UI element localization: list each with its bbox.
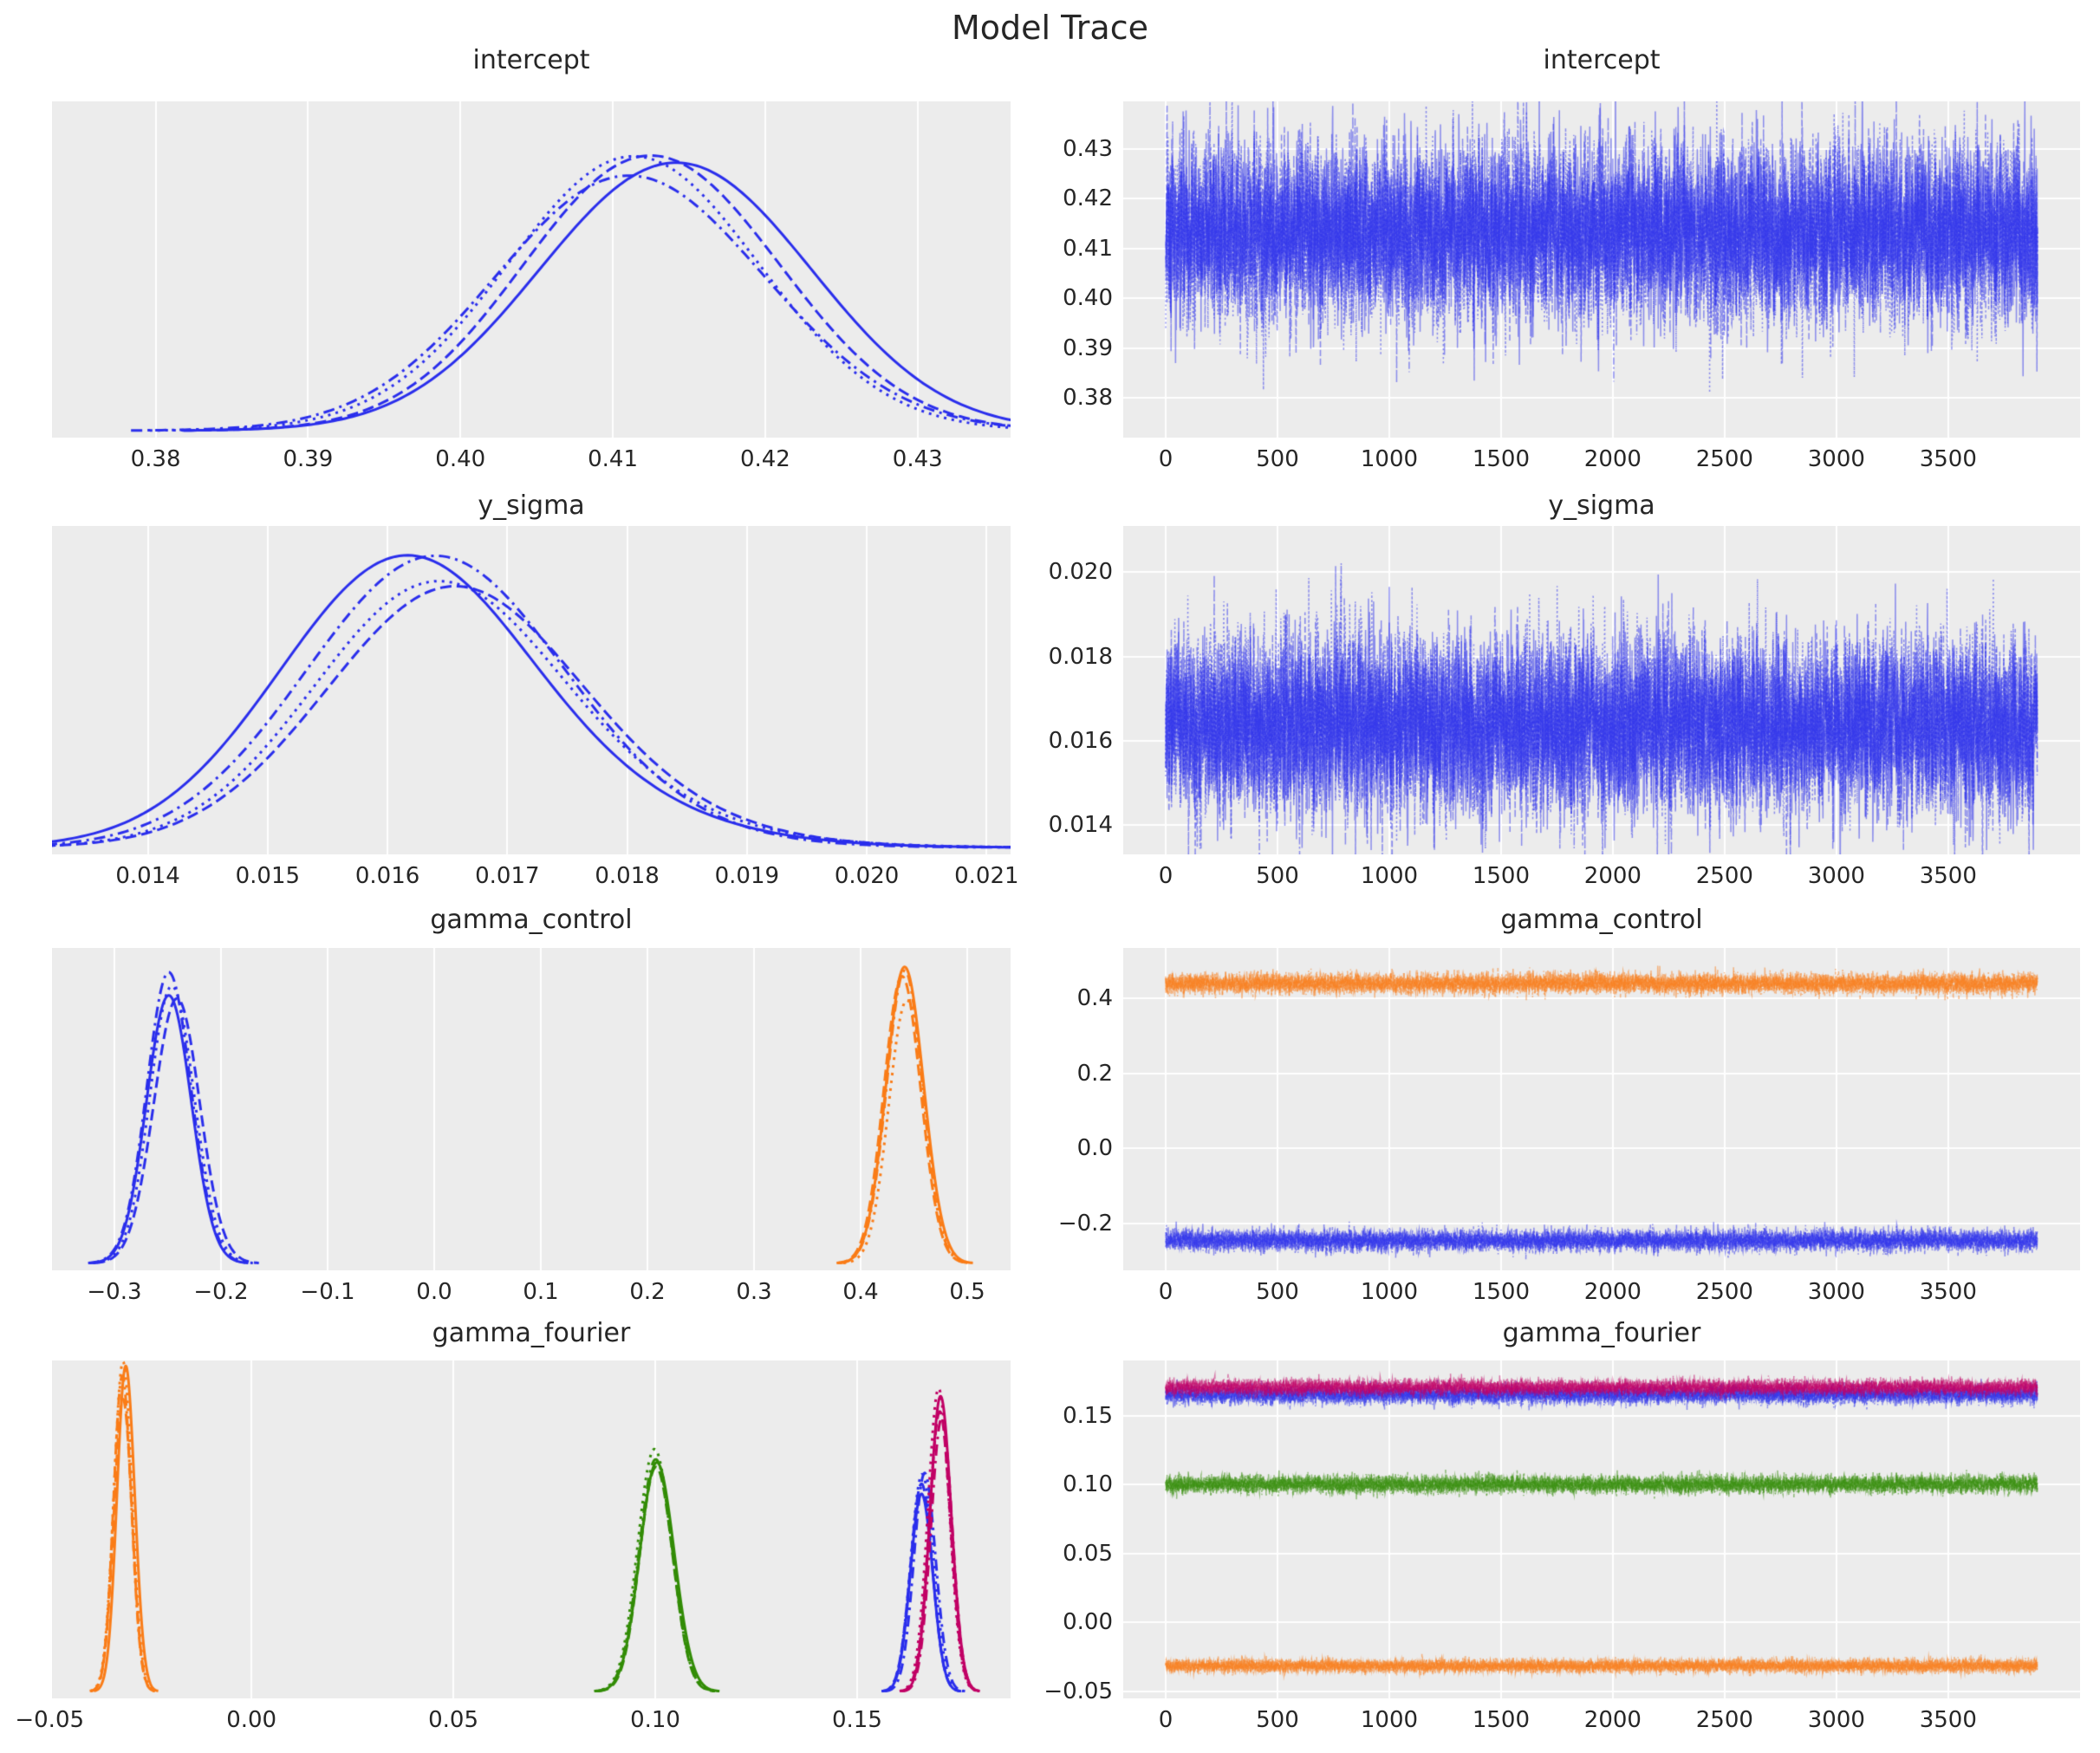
x-tick-label: 2000 [1583,863,1642,889]
kde-canvas-gamma_control-kde [52,948,1011,1270]
y-tick-label: 0.018 [1048,643,1113,670]
x-tick-label: 2000 [1583,1279,1642,1305]
x-tick-label: 3000 [1807,1707,1865,1733]
x-tick-label: 500 [1256,1279,1299,1305]
x-tick-label: 1500 [1472,1279,1530,1305]
x-tick-label: 0.1 [523,1279,559,1305]
x-tick-label: 0.38 [130,446,181,472]
x-tick-label: 500 [1256,1707,1299,1733]
subplot-title-y_sigma-trace: y_sigma [1548,490,1655,521]
trace-canvas-gamma_control-trace [1123,948,2080,1270]
subplot-title-intercept-trace: intercept [1543,45,1661,75]
x-tick-label: 500 [1256,446,1299,472]
x-tick-label: −0.05 [15,1707,85,1733]
x-tick-label: 0.015 [235,863,301,889]
kde-canvas-intercept-kde [52,101,1011,438]
x-tick-label: 2500 [1695,1279,1753,1305]
x-tick-label: 0.021 [954,863,1019,889]
x-tick-label: 3000 [1807,446,1865,472]
x-tick-label: 3500 [1919,1279,1977,1305]
trace-canvas-y_sigma-trace [1123,526,2080,854]
trace-canvas-gamma_fourier-trace [1123,1360,2080,1698]
subplot-title-y_sigma-kde: y_sigma [478,490,585,521]
subplot-title-intercept-kde: intercept [472,45,590,75]
x-tick-label: −0.2 [193,1279,249,1305]
x-tick-label: 2500 [1695,446,1753,472]
x-tick-label: 0.39 [283,446,334,472]
y-tick-label: 0.020 [1048,559,1113,586]
x-tick-label: 0 [1158,863,1174,889]
subplot-title-gamma_fourier-kde: gamma_fourier [432,1318,631,1348]
y-tick-label: −0.2 [1057,1210,1113,1237]
x-tick-label: 0.016 [354,863,420,889]
x-tick-label: 0 [1158,1707,1174,1733]
kde-canvas-gamma_fourier-kde [52,1360,1011,1698]
y-tick-label: 0.15 [1063,1402,1113,1429]
y-tick-label: 0.42 [1063,185,1113,212]
y-tick-label: 0.014 [1048,811,1113,838]
x-tick-label: 0 [1158,1279,1174,1305]
x-tick-label: 2000 [1583,1707,1642,1733]
x-tick-label: 1000 [1360,863,1419,889]
x-tick-label: 0.40 [435,446,486,472]
x-tick-label: −0.1 [300,1279,355,1305]
x-tick-label: 3500 [1919,1707,1977,1733]
y-tick-label: −0.05 [1043,1678,1113,1705]
x-tick-label: 0.014 [115,863,180,889]
x-tick-label: 0.41 [588,446,638,472]
x-tick-label: 1000 [1360,446,1419,472]
x-tick-label: 1500 [1472,446,1530,472]
x-tick-label: 0.43 [892,446,943,472]
x-tick-label: 2500 [1695,1707,1753,1733]
y-tick-label: 0.41 [1063,235,1113,262]
x-tick-label: 0.2 [629,1279,666,1305]
y-tick-label: 0.0 [1076,1135,1113,1162]
x-tick-label: 3000 [1807,1279,1865,1305]
x-tick-label: 0.00 [226,1707,277,1733]
y-tick-label: 0.43 [1063,135,1113,162]
y-tick-label: 0.4 [1076,985,1113,1012]
x-tick-label: 0.018 [595,863,660,889]
y-tick-label: 0.05 [1063,1540,1113,1567]
x-tick-label: 3000 [1807,863,1865,889]
x-tick-label: 0 [1158,446,1174,472]
x-tick-label: 0.017 [475,863,540,889]
x-tick-label: 0.020 [834,863,900,889]
x-tick-label: 3500 [1919,446,1977,472]
x-tick-label: −0.3 [87,1279,142,1305]
x-tick-label: 0.42 [739,446,790,472]
x-tick-label: 0.019 [714,863,780,889]
y-tick-label: 0.10 [1063,1471,1113,1498]
y-tick-label: 0.00 [1063,1609,1113,1636]
x-tick-label: 1500 [1472,863,1530,889]
x-tick-label: 0.0 [416,1279,452,1305]
y-tick-label: 0.38 [1063,385,1113,411]
x-tick-label: 0.3 [736,1279,772,1305]
subplot-title-gamma_control-trace: gamma_control [1500,905,1703,935]
x-tick-label: 0.15 [832,1707,882,1733]
x-tick-label: 2000 [1583,446,1642,472]
x-tick-label: 0.05 [428,1707,479,1733]
x-tick-label: 500 [1256,863,1299,889]
y-tick-label: 0.016 [1048,727,1113,754]
x-tick-label: 0.5 [949,1279,985,1305]
x-tick-label: 0.10 [630,1707,680,1733]
figure-title: Model Trace [952,9,1148,47]
x-tick-label: 0.4 [842,1279,879,1305]
y-tick-label: 0.2 [1076,1060,1113,1087]
subplot-title-gamma_control-kde: gamma_control [430,905,633,935]
y-tick-label: 0.40 [1063,285,1113,312]
x-tick-label: 1000 [1360,1707,1419,1733]
trace-canvas-intercept-trace [1123,101,2080,438]
x-tick-label: 1000 [1360,1279,1419,1305]
x-tick-label: 3500 [1919,863,1977,889]
x-tick-label: 2500 [1695,863,1753,889]
x-tick-label: 1500 [1472,1707,1530,1733]
subplot-title-gamma_fourier-trace: gamma_fourier [1502,1318,1701,1348]
y-tick-label: 0.39 [1063,334,1113,361]
kde-canvas-y_sigma-kde [52,526,1011,854]
